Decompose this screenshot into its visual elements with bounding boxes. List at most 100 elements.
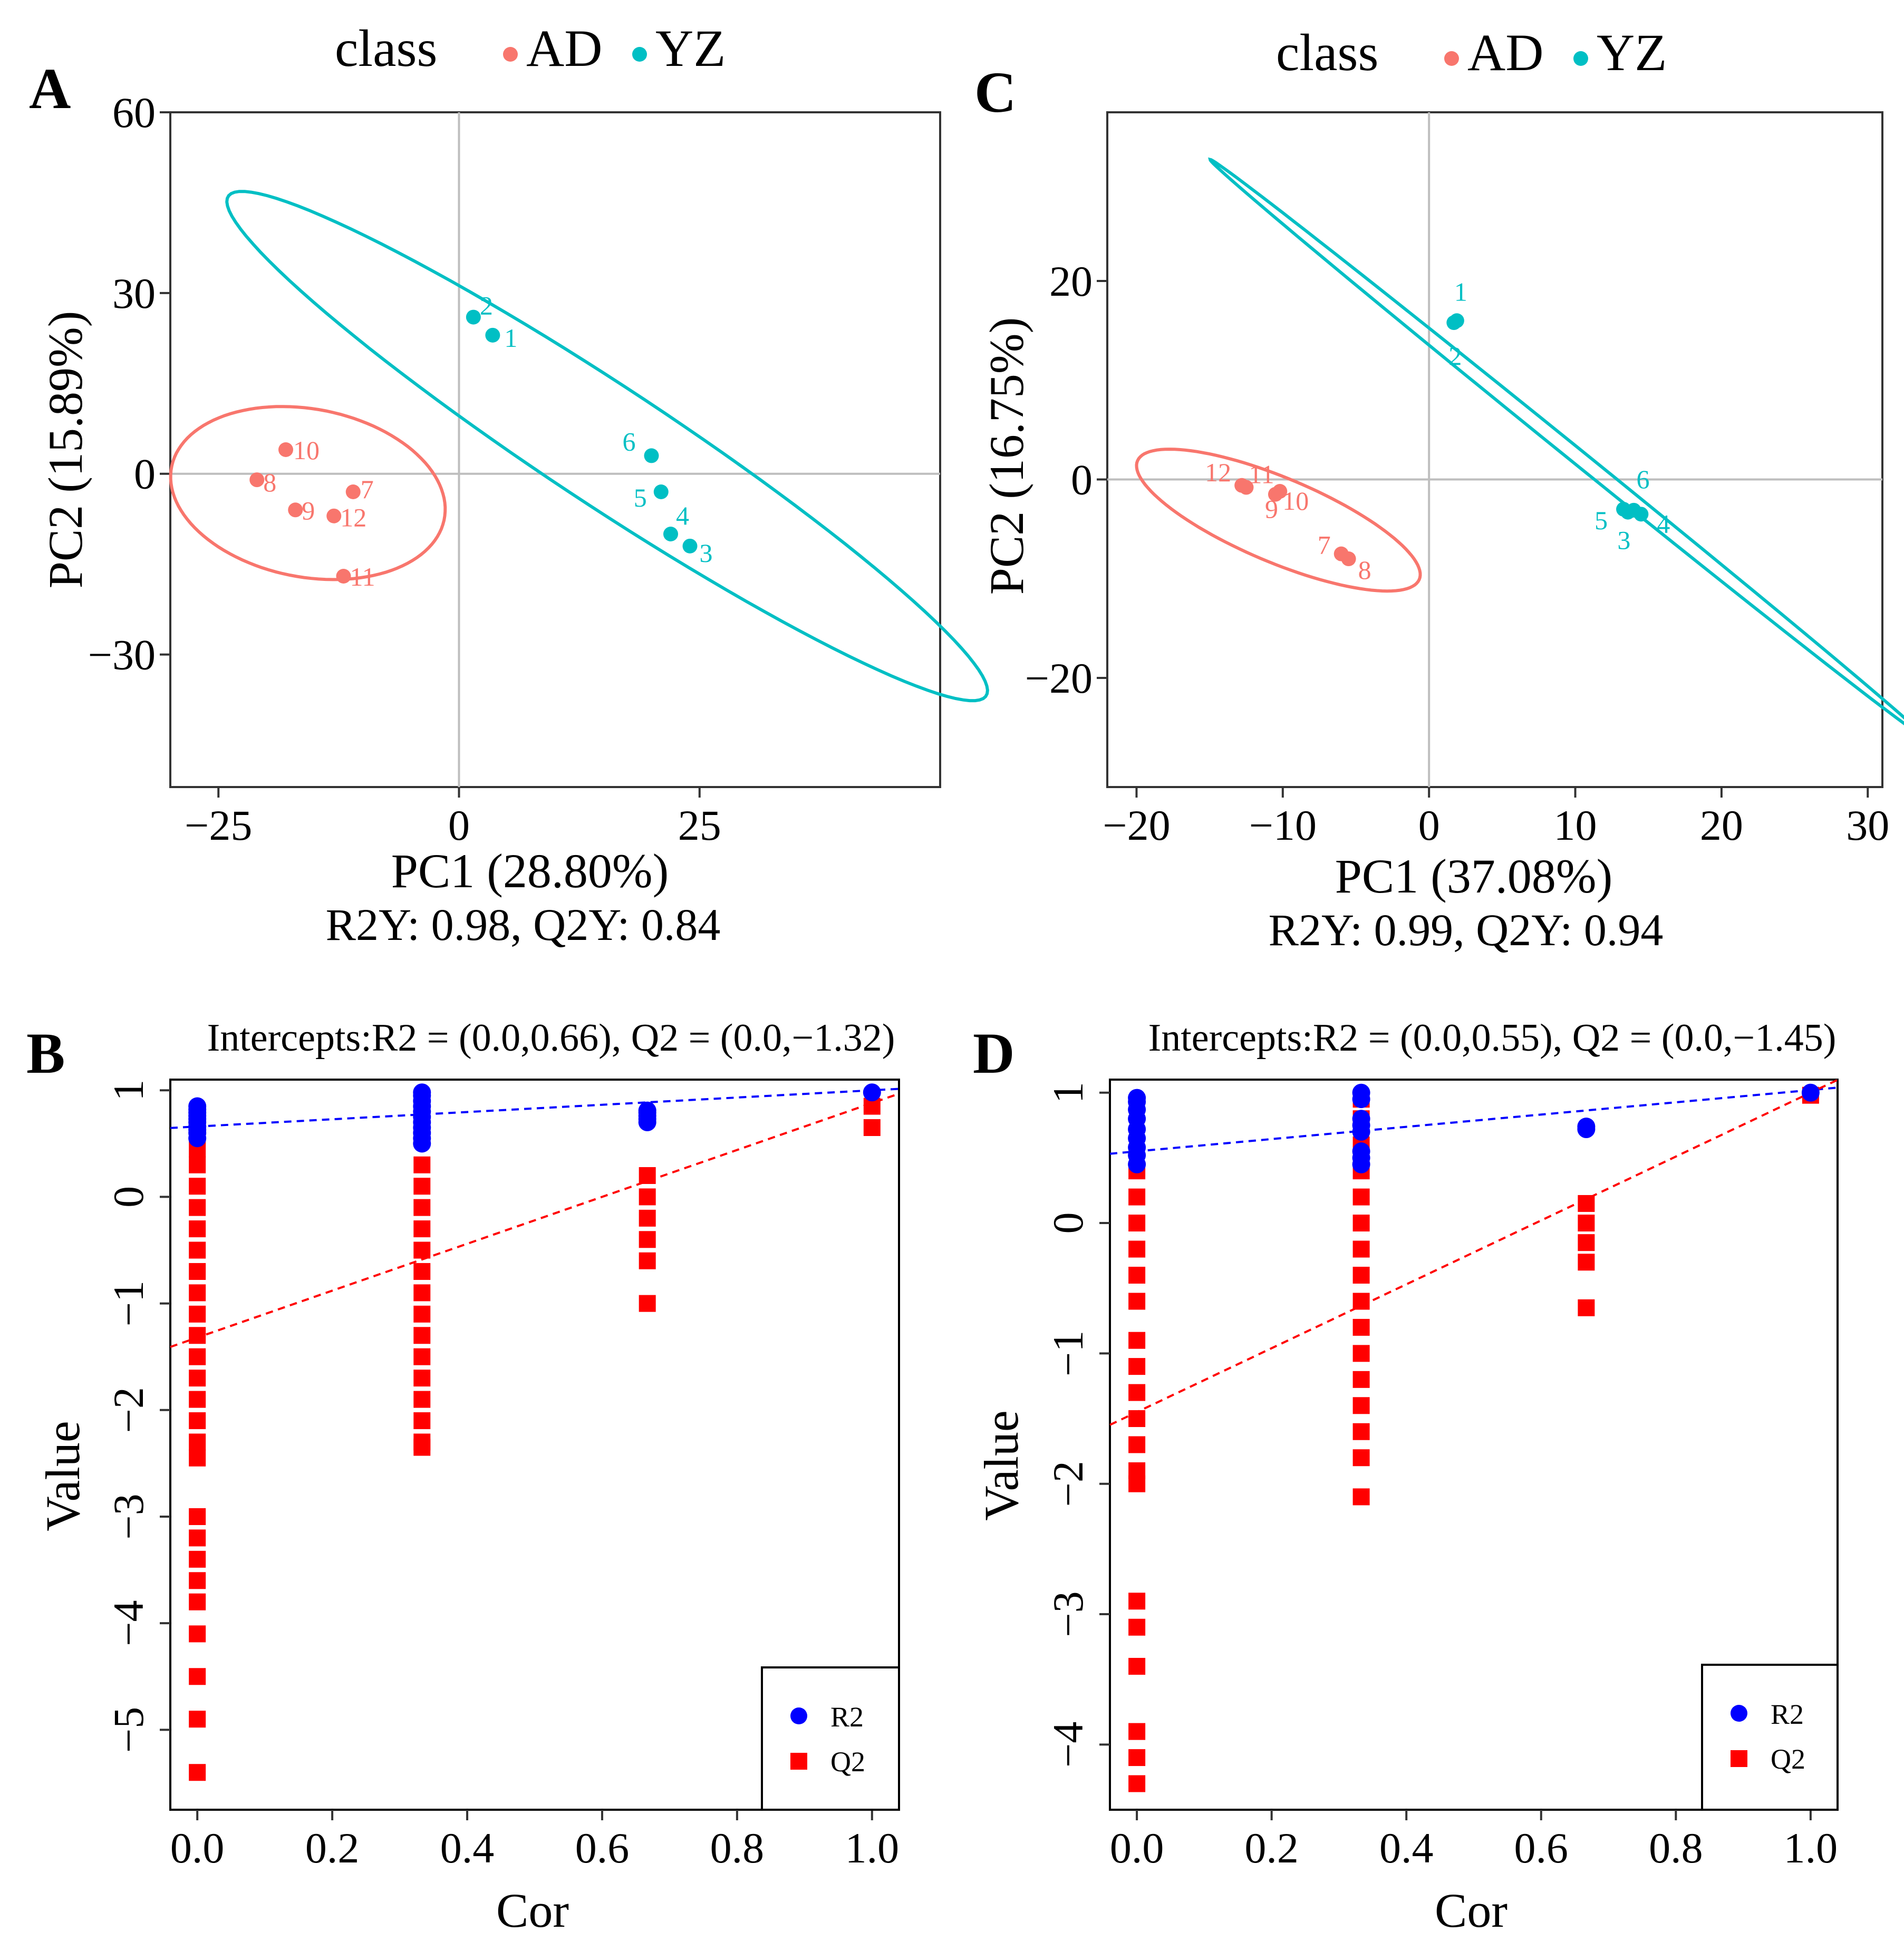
- y-tick-label: −4: [1044, 1722, 1092, 1768]
- x-tick-label: 0: [1418, 801, 1440, 849]
- q2-point: [189, 1391, 206, 1408]
- x-tick-label: 0.0: [1110, 1824, 1164, 1872]
- x-tick-label: 0.4: [1379, 1824, 1434, 1872]
- q2-point: [1578, 1195, 1595, 1212]
- plot-frame: [169, 1079, 900, 1811]
- q2-point: [1128, 1618, 1146, 1636]
- q2-point: [639, 1295, 656, 1312]
- plot-frame: [1106, 111, 1883, 788]
- q2-point: [1128, 1293, 1146, 1310]
- y-axis-title: Value: [974, 1410, 1028, 1520]
- q2-point: [413, 1178, 431, 1195]
- sample-label: 8: [1358, 555, 1371, 585]
- fit-line-r2: [170, 1088, 900, 1129]
- q2-point: [1128, 1240, 1146, 1258]
- x-tick-label: 30: [1846, 801, 1889, 849]
- q2-point: [189, 1305, 206, 1323]
- y-tick-label: −3: [1044, 1591, 1092, 1637]
- sample-label: 11: [1249, 460, 1274, 489]
- sample-label: 12: [340, 503, 366, 532]
- legend-label-r2: R2: [1771, 1699, 1804, 1730]
- legend-label-r2: R2: [830, 1701, 864, 1733]
- y-tick-label: −3: [104, 1493, 152, 1539]
- q2-point: [639, 1252, 656, 1269]
- sample-point-ad: [1341, 551, 1356, 567]
- q2-point: [639, 1231, 656, 1248]
- sample-label: 5: [1594, 506, 1608, 535]
- y-tick-label: 0: [1071, 455, 1093, 503]
- q2-point: [1128, 1749, 1146, 1767]
- sample-point-ad: [345, 484, 361, 499]
- q2-point: [189, 1327, 206, 1344]
- x-tick-label: 0.6: [1514, 1824, 1569, 1872]
- sample-point-ad: [326, 508, 342, 523]
- r2-point: [638, 1101, 656, 1120]
- q2-point: [189, 1593, 206, 1610]
- legend-label-ad: AD: [526, 19, 602, 77]
- legend-marker-q2: [1731, 1750, 1747, 1767]
- confidence-ellipse-yz: [225, 190, 989, 703]
- sample-label: 10: [293, 435, 320, 465]
- sample-point-ad: [336, 569, 351, 584]
- sample-point-yz: [644, 448, 659, 463]
- x-axis-title: Cor: [1435, 1884, 1507, 1937]
- q2-point: [189, 1572, 206, 1589]
- legend-marker-ad: [503, 47, 518, 62]
- q2-point: [1352, 1488, 1370, 1506]
- x-tick-label: 1.0: [845, 1824, 900, 1872]
- r2-point: [1352, 1083, 1370, 1102]
- q2-point: [189, 1156, 206, 1173]
- y-tick-label: −4: [104, 1600, 152, 1646]
- q2-point: [1578, 1299, 1595, 1316]
- q2-point: [1128, 1775, 1146, 1792]
- plot-frame: [1109, 1079, 1839, 1811]
- q2-point: [413, 1263, 431, 1280]
- confidence-ellipse-ad: [169, 405, 447, 581]
- q2-point: [189, 1348, 206, 1365]
- sample-point-ad: [288, 502, 303, 518]
- q2-point: [1578, 1215, 1595, 1232]
- sample-label: 6: [1636, 464, 1649, 494]
- q2-point: [1352, 1240, 1370, 1258]
- legend-title-class: class: [335, 19, 437, 77]
- sample-label: 12: [1205, 458, 1231, 487]
- q2-point: [863, 1119, 881, 1136]
- y-tick-label: 60: [112, 89, 156, 137]
- q2-point: [1128, 1358, 1146, 1375]
- confidence-ellipse-yz: [1208, 157, 1904, 725]
- q2-point: [189, 1412, 206, 1430]
- r2-point: [1128, 1089, 1146, 1107]
- legend-label-yz: YZ: [1597, 23, 1667, 82]
- y-tick-label: 1: [104, 1080, 152, 1101]
- q2-point: [413, 1348, 431, 1365]
- panel-letter-c: C: [974, 60, 1016, 124]
- x-tick-label: −25: [185, 801, 252, 849]
- q2-point: [189, 1263, 206, 1280]
- legend-box: [1701, 1664, 1839, 1811]
- x-tick-label: 0.2: [1244, 1824, 1299, 1872]
- legend-label-q2: Q2: [830, 1746, 865, 1778]
- q2-point: [189, 1529, 206, 1547]
- q2-point: [413, 1241, 431, 1259]
- q2-point: [639, 1167, 656, 1184]
- sample-label: 8: [263, 468, 276, 497]
- x-tick-label: 0.0: [170, 1824, 225, 1872]
- permutation-legend: R2 Q2: [1701, 1664, 1839, 1811]
- y-tick-label: −5: [104, 1707, 152, 1753]
- x-tick-label: 25: [678, 801, 721, 849]
- x-tick-label: 0.8: [710, 1824, 765, 1872]
- sample-label: 3: [700, 538, 713, 568]
- q2-point: [413, 1156, 431, 1173]
- sample-point-yz: [485, 327, 500, 343]
- r2-point: [1577, 1118, 1596, 1136]
- q2-point: [1352, 1266, 1370, 1284]
- sample-label: 4: [676, 501, 689, 530]
- legend-label-yz: YZ: [655, 19, 726, 77]
- q2-point: [1128, 1266, 1146, 1284]
- y-tick-label: −1: [104, 1280, 152, 1326]
- q2-point: [189, 1668, 206, 1685]
- model-metrics: R2Y: 0.99, Q2Y: 0.94: [1269, 905, 1664, 955]
- q2-point: [1352, 1293, 1370, 1310]
